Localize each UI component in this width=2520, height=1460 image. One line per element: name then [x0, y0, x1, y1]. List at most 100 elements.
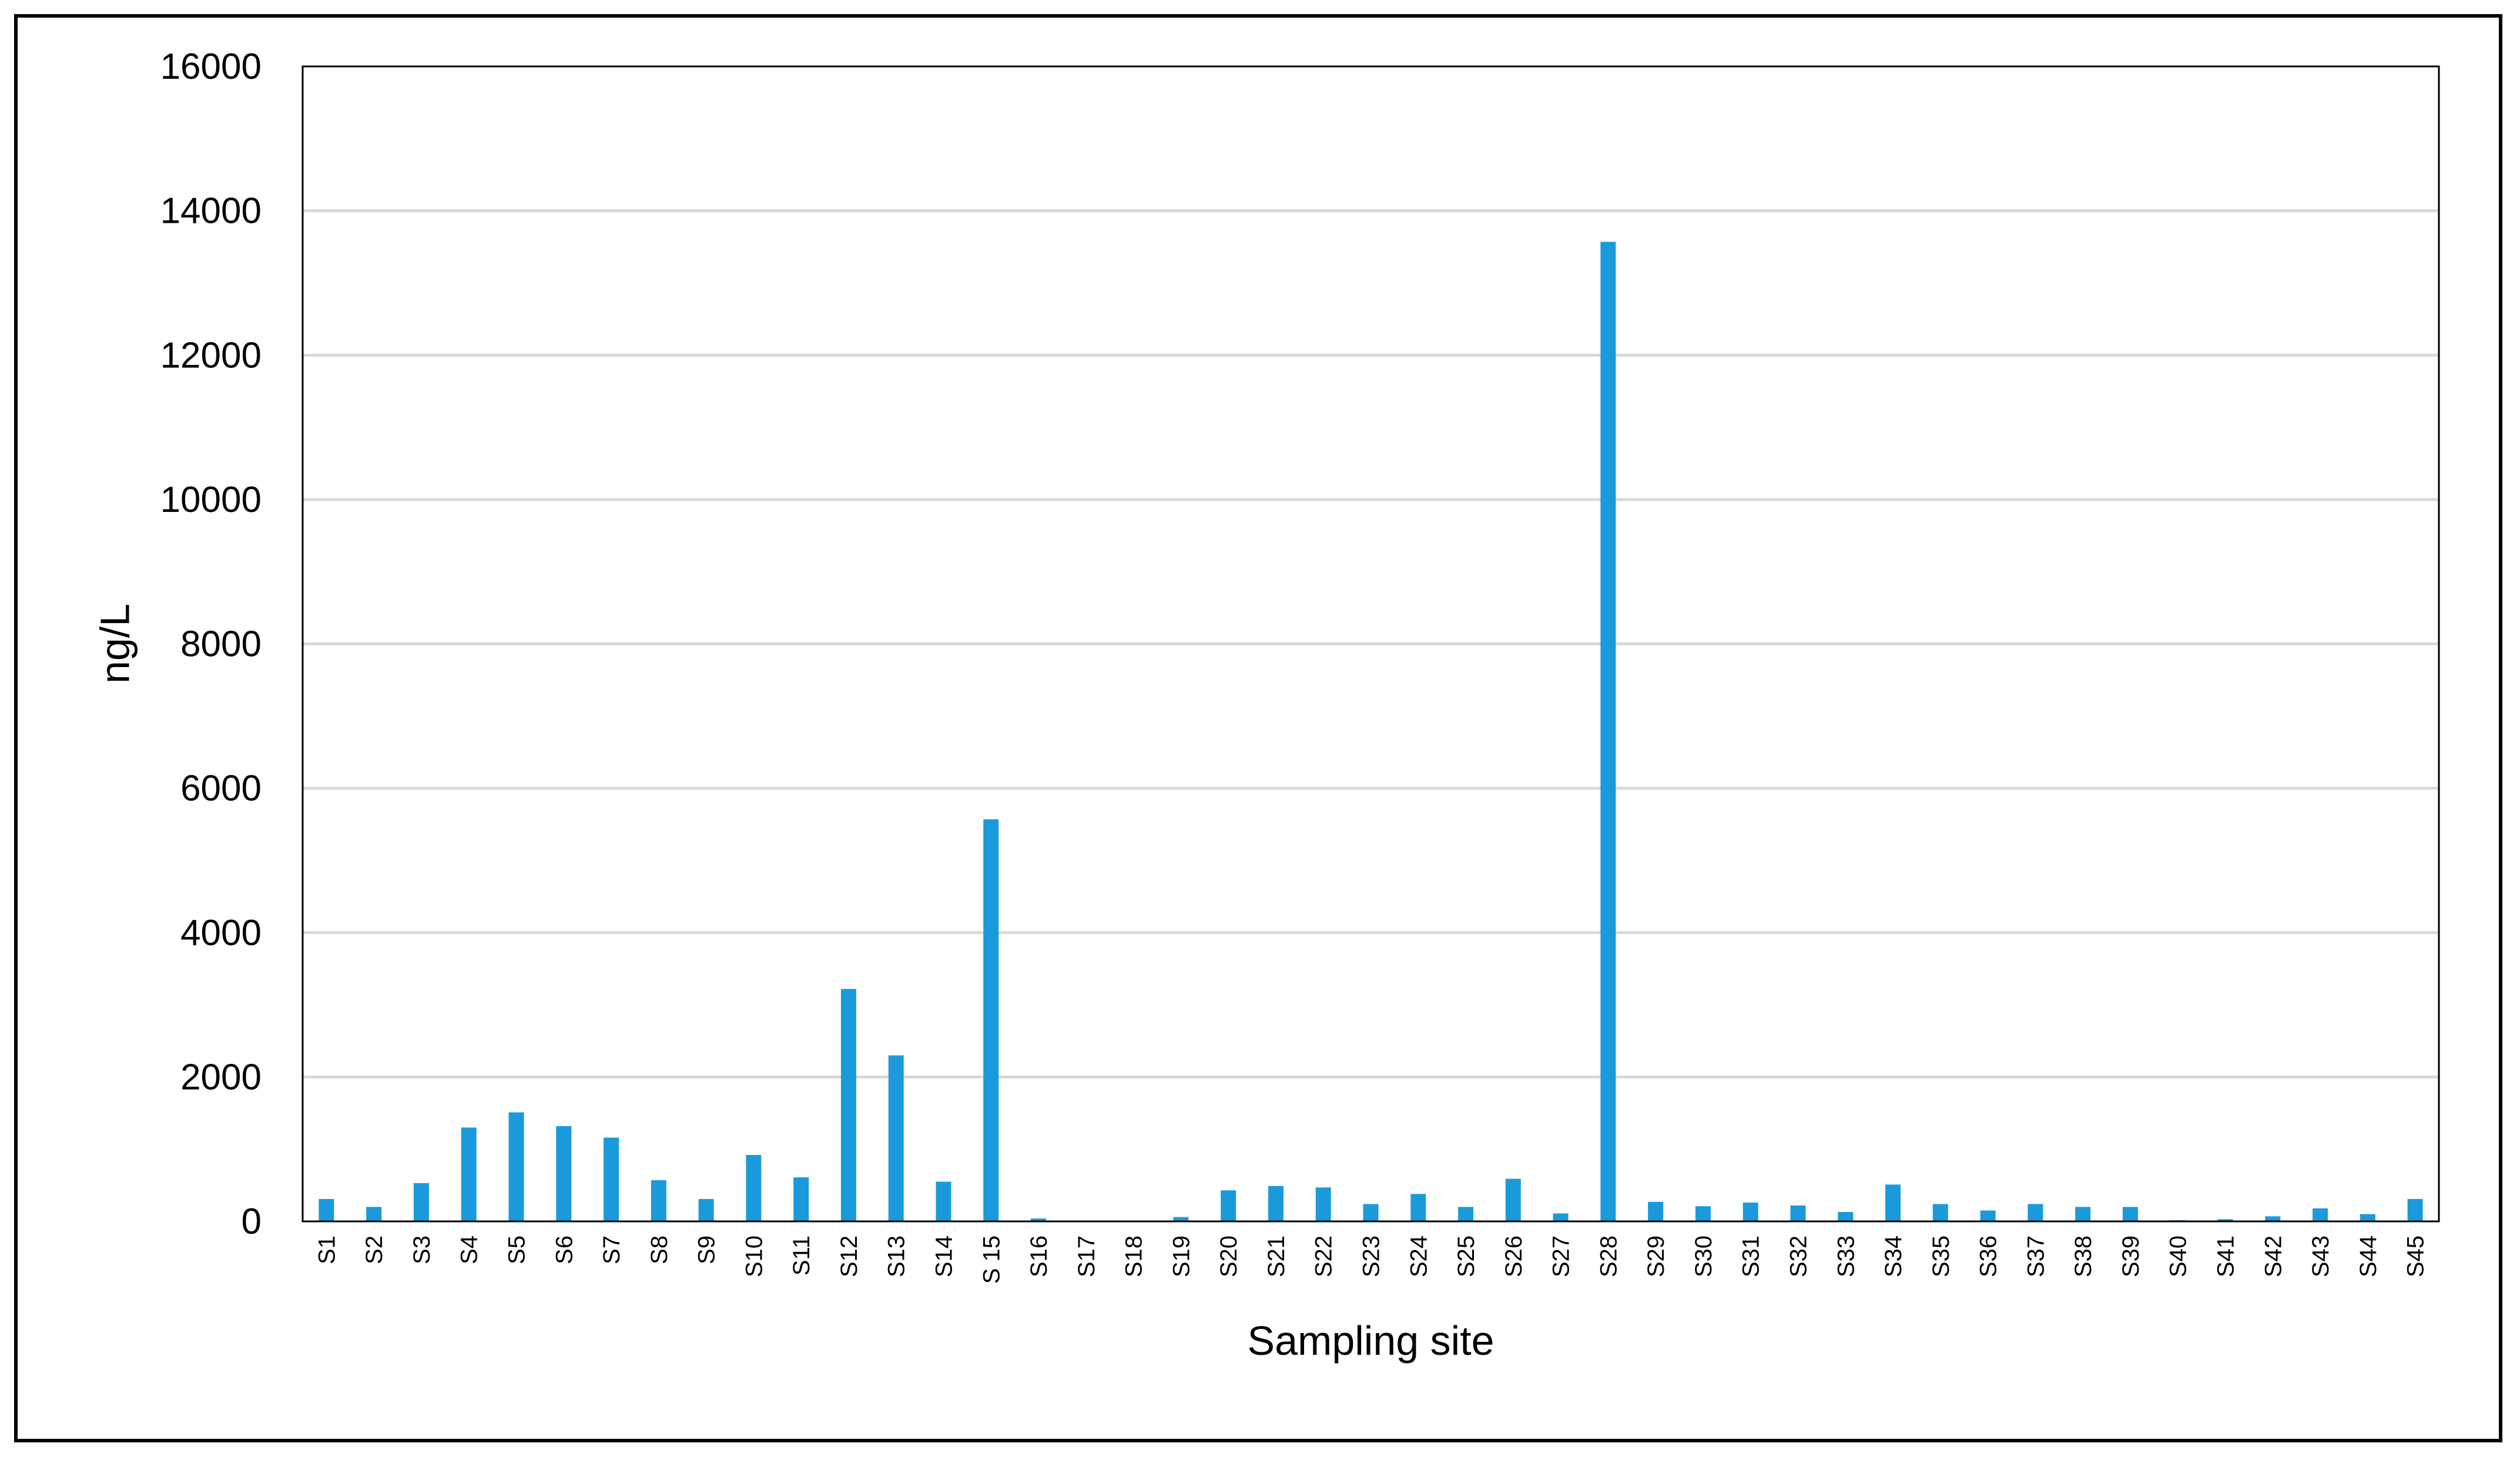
bar [2075, 1207, 2091, 1221]
x-tick-label: S14 [931, 1235, 957, 1277]
x-tick-label: S29 [1643, 1235, 1669, 1277]
bar [461, 1127, 477, 1221]
gridlines [303, 209, 2439, 1079]
bars [319, 242, 2423, 1222]
x-tick-label: S33 [1833, 1235, 1859, 1277]
bar [1315, 1187, 1331, 1221]
bar [556, 1126, 572, 1221]
x-tick-label: S1 [314, 1235, 340, 1264]
bar [2122, 1207, 2138, 1221]
x-tick-label: S17 [1074, 1235, 1100, 1277]
bar [1221, 1190, 1236, 1221]
x-tick-label: S9 [694, 1235, 720, 1264]
x-tick-label: S4 [457, 1235, 482, 1264]
x-tick-label: S44 [2355, 1235, 2381, 1277]
x-tick-label: S2 [361, 1235, 387, 1264]
bar [1031, 1218, 1047, 1221]
x-tick-label: S21 [1264, 1235, 1289, 1277]
bar [1980, 1210, 1996, 1221]
x-tick-label: S16 [1026, 1235, 1052, 1277]
y-tick-label: 14000 [160, 191, 262, 232]
x-tick-label: S13 [884, 1235, 910, 1277]
x-tick-label: S43 [2308, 1235, 2334, 1277]
x-tick-label: S40 [2166, 1235, 2191, 1277]
x-tick-label: S36 [1976, 1235, 2002, 1277]
bar [1790, 1205, 1806, 1221]
x-tick-label: S11 [789, 1235, 815, 1275]
bar [1505, 1178, 1521, 1221]
x-tick-label: S42 [2260, 1235, 2286, 1277]
bar [2028, 1204, 2043, 1221]
bar [1268, 1186, 1284, 1221]
x-tick-label: S25 [1453, 1235, 1479, 1277]
y-tick-labels: 0 2000 4000 6000 8000 10000 12000 14000 16000 [160, 46, 262, 1242]
x-tick-label: S30 [1691, 1235, 1717, 1277]
plot-area-border [301, 65, 2440, 1223]
bar [2265, 1216, 2281, 1221]
x-tick-label: S10 [741, 1235, 767, 1277]
bar [319, 1198, 334, 1221]
bar [888, 1055, 904, 1221]
x-tick-label: S 15 [978, 1235, 1004, 1284]
x-tick-label: S28 [1596, 1235, 1621, 1277]
bar [1695, 1206, 1711, 1221]
x-tick-label: S12 [836, 1235, 862, 1277]
x-tick-label: S23 [1359, 1235, 1385, 1277]
y-tick-label: 0 [242, 1201, 262, 1242]
bar [840, 989, 856, 1221]
x-tick-label: S45 [2403, 1235, 2429, 1277]
bar [1458, 1207, 1474, 1221]
x-tick-label: S34 [1881, 1235, 1906, 1277]
y-tick-label: 4000 [180, 913, 262, 953]
x-tick-label: S39 [2118, 1235, 2144, 1277]
x-tick-label: S38 [2070, 1235, 2096, 1277]
y-tick-label: 10000 [160, 480, 262, 520]
y-tick-label: 12000 [160, 335, 262, 376]
bar [1363, 1204, 1379, 1221]
x-tick-label: S3 [409, 1235, 435, 1264]
x-tick-label: S22 [1311, 1235, 1337, 1277]
bar [1742, 1203, 1758, 1221]
x-tick-label: S8 [646, 1235, 672, 1264]
x-tick-labels: S1 S2 S3 S4 S5 S6 S7 S8 S9 S10 S11 S12 S13 S14 S 15 S16… [314, 1235, 2428, 1284]
y-axis-title: ng/L [92, 604, 138, 684]
x-axis-title: Sampling site [1247, 1318, 1494, 1364]
y-tick-label: 6000 [180, 768, 262, 809]
bar [366, 1207, 382, 1221]
x-tick-label: S24 [1406, 1235, 1432, 1277]
x-tick-label: S27 [1549, 1235, 1574, 1277]
bar [983, 819, 999, 1221]
bar [1648, 1201, 1664, 1221]
bar [1173, 1217, 1189, 1221]
y-tick-label: 16000 [160, 46, 262, 87]
bar [2217, 1219, 2233, 1221]
bar [604, 1137, 619, 1221]
bar [413, 1183, 429, 1221]
bar [2313, 1208, 2328, 1221]
x-tick-label: S18 [1121, 1235, 1147, 1277]
bar [936, 1181, 951, 1221]
y-tick-label: 2000 [180, 1057, 262, 1097]
bar [1885, 1184, 1901, 1221]
bar [508, 1112, 524, 1221]
bar [1410, 1194, 1426, 1221]
bar [1838, 1212, 1854, 1221]
bar [1553, 1213, 1569, 1221]
x-tick-label: S5 [504, 1235, 530, 1264]
x-tick-label: S20 [1216, 1235, 1242, 1277]
x-tick-label: S7 [599, 1235, 625, 1264]
bar [1932, 1204, 1948, 1221]
bar [793, 1177, 809, 1221]
bar [746, 1155, 762, 1221]
x-tick-label: S19 [1168, 1235, 1194, 1277]
x-tick-label: S31 [1738, 1235, 1764, 1277]
x-tick-label: S32 [1786, 1235, 1812, 1277]
bar [651, 1180, 666, 1221]
x-tick-label: S26 [1501, 1235, 1527, 1277]
x-tick-label: S37 [2023, 1235, 2049, 1277]
bar [2407, 1198, 2423, 1221]
x-tick-label: S35 [1928, 1235, 1954, 1277]
x-tick-label: S41 [2213, 1235, 2239, 1277]
y-tick-label: 8000 [180, 624, 262, 665]
